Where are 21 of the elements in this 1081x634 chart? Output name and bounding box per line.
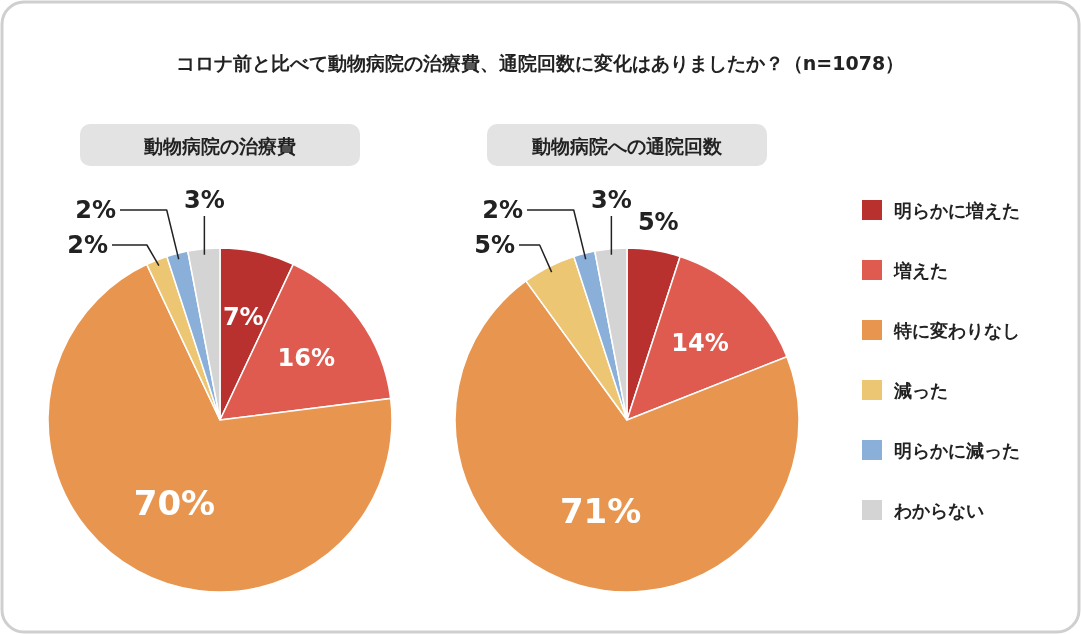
legend-label: わからない: [893, 500, 984, 521]
legend-label: 明らかに減った: [894, 440, 1020, 461]
data-label: 70%: [133, 482, 216, 523]
data-label: 3%: [591, 186, 632, 214]
chart-subtitle: 動物病院への通院回数: [531, 135, 723, 157]
data-label: 2%: [67, 231, 108, 259]
legend-label: 減った: [893, 380, 948, 401]
data-label: 5%: [637, 208, 679, 237]
data-label: 14%: [671, 329, 729, 358]
data-label: 16%: [277, 344, 335, 373]
data-label: 71%: [559, 490, 642, 531]
data-label: 7%: [222, 302, 264, 331]
data-label: 2%: [482, 196, 523, 224]
legend-label: 明らかに増えた: [894, 200, 1020, 221]
data-label: 3%: [184, 186, 225, 214]
data-label: 2%: [75, 196, 116, 224]
legend-label: 特に変わりなし: [893, 320, 1020, 341]
chart-subtitle: 動物病院の治療費: [143, 135, 296, 157]
text: コロナ前と比べて動物病院の治療費、通院回数に変化はありましたか？（n=1078）: [175, 52, 905, 74]
legend-label: 増えた: [893, 260, 948, 281]
data-label: 5%: [474, 231, 515, 259]
